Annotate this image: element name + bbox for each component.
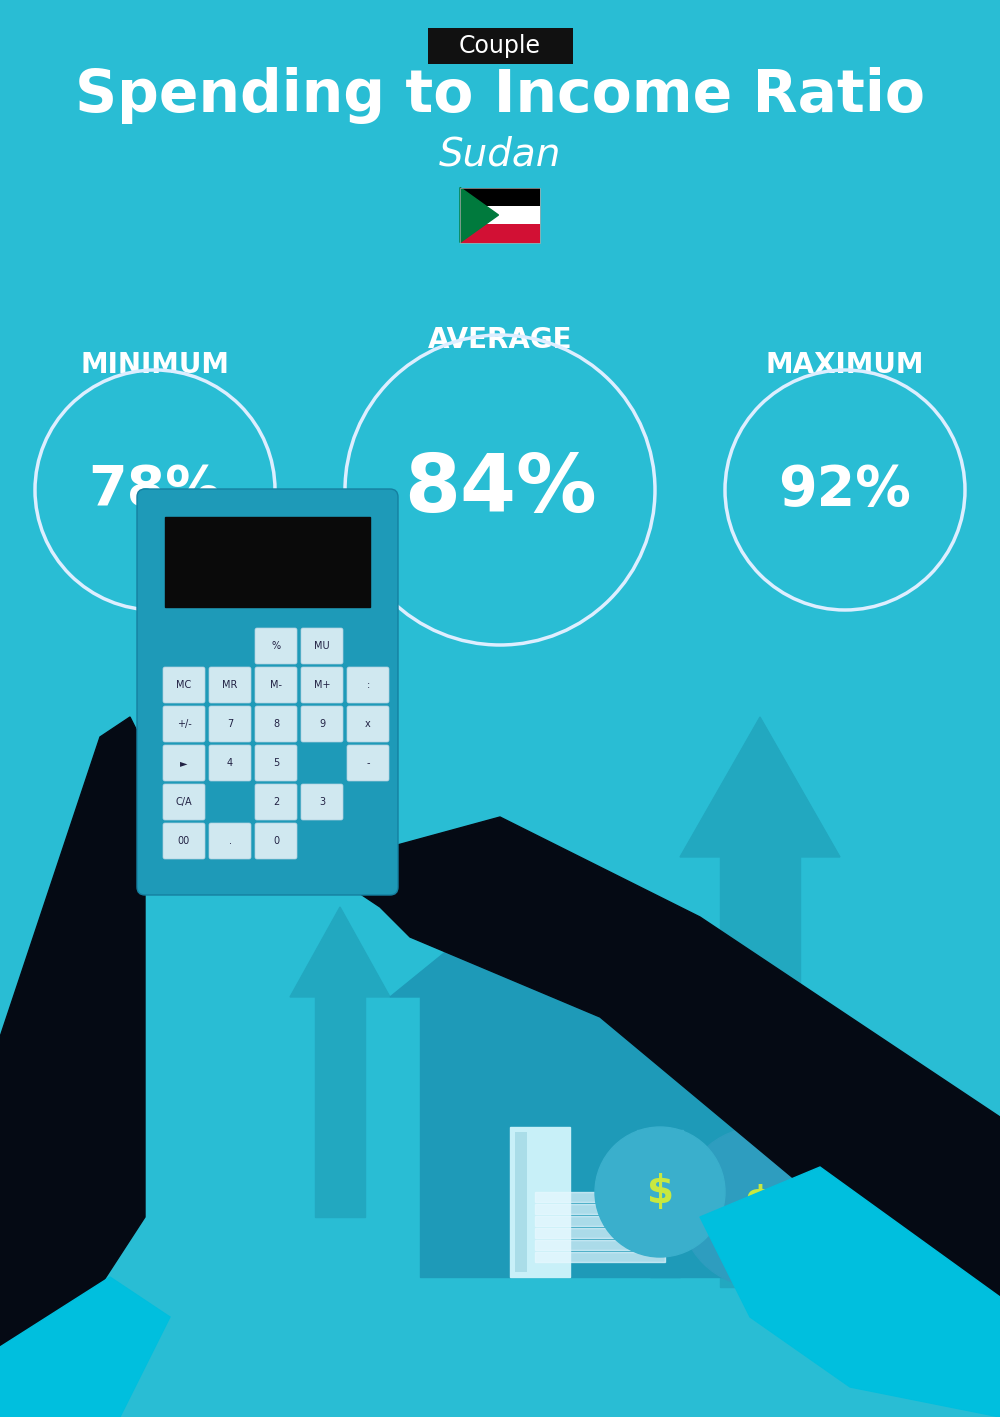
Circle shape bbox=[595, 1127, 725, 1257]
Text: Sudan: Sudan bbox=[439, 136, 561, 174]
FancyBboxPatch shape bbox=[137, 489, 398, 896]
Polygon shape bbox=[630, 1057, 790, 1136]
Text: :: : bbox=[366, 680, 370, 690]
Polygon shape bbox=[535, 1253, 665, 1263]
Text: AVERAGE: AVERAGE bbox=[428, 326, 572, 354]
Text: M+: M+ bbox=[314, 680, 330, 690]
FancyBboxPatch shape bbox=[163, 823, 205, 859]
Polygon shape bbox=[390, 867, 710, 998]
Polygon shape bbox=[700, 1168, 1000, 1417]
FancyBboxPatch shape bbox=[347, 706, 389, 743]
Text: 0: 0 bbox=[273, 836, 279, 846]
Text: 84%: 84% bbox=[404, 451, 596, 529]
Polygon shape bbox=[515, 1132, 525, 1272]
Text: MR: MR bbox=[222, 680, 238, 690]
Text: 00: 00 bbox=[178, 836, 190, 846]
Polygon shape bbox=[732, 1131, 788, 1151]
Polygon shape bbox=[350, 818, 1000, 1417]
FancyBboxPatch shape bbox=[255, 667, 297, 703]
FancyBboxPatch shape bbox=[428, 28, 572, 64]
Text: MAXIMUM: MAXIMUM bbox=[766, 351, 924, 378]
FancyBboxPatch shape bbox=[347, 745, 389, 781]
Text: 8: 8 bbox=[273, 718, 279, 728]
Bar bbox=[460, 205, 540, 224]
Bar bbox=[460, 224, 540, 242]
Text: %: % bbox=[271, 640, 281, 650]
Text: $: $ bbox=[646, 1173, 674, 1212]
Circle shape bbox=[680, 1127, 840, 1287]
Text: Spending to Income Ratio: Spending to Income Ratio bbox=[75, 67, 925, 123]
Polygon shape bbox=[680, 717, 840, 857]
Polygon shape bbox=[535, 1216, 665, 1226]
FancyBboxPatch shape bbox=[163, 745, 205, 781]
Text: 78%: 78% bbox=[89, 463, 221, 517]
Polygon shape bbox=[145, 497, 390, 887]
Text: x: x bbox=[365, 718, 371, 728]
FancyBboxPatch shape bbox=[301, 706, 343, 743]
FancyBboxPatch shape bbox=[163, 784, 205, 820]
Text: MC: MC bbox=[176, 680, 192, 690]
FancyBboxPatch shape bbox=[301, 784, 343, 820]
FancyBboxPatch shape bbox=[347, 667, 389, 703]
Bar bbox=[460, 187, 540, 242]
Text: .: . bbox=[228, 836, 232, 846]
FancyBboxPatch shape bbox=[209, 823, 251, 859]
FancyBboxPatch shape bbox=[255, 628, 297, 665]
Text: MINIMUM: MINIMUM bbox=[80, 351, 230, 378]
Polygon shape bbox=[0, 1277, 170, 1417]
Text: 4: 4 bbox=[227, 758, 233, 768]
FancyBboxPatch shape bbox=[255, 706, 297, 743]
Polygon shape bbox=[290, 907, 390, 998]
Text: Couple: Couple bbox=[459, 34, 541, 58]
FancyBboxPatch shape bbox=[255, 745, 297, 781]
Polygon shape bbox=[460, 187, 498, 242]
Polygon shape bbox=[535, 1229, 665, 1238]
Text: 2: 2 bbox=[273, 796, 279, 808]
Text: 9: 9 bbox=[319, 718, 325, 728]
Text: 5: 5 bbox=[273, 758, 279, 768]
Polygon shape bbox=[535, 1204, 665, 1214]
Text: 3: 3 bbox=[319, 796, 325, 808]
Text: -: - bbox=[366, 758, 370, 768]
Text: C/A: C/A bbox=[176, 796, 192, 808]
Text: $: $ bbox=[744, 1185, 776, 1230]
Text: +/-: +/- bbox=[177, 718, 191, 728]
FancyBboxPatch shape bbox=[209, 706, 251, 743]
Bar bbox=[460, 187, 540, 205]
Polygon shape bbox=[165, 517, 370, 606]
FancyBboxPatch shape bbox=[255, 823, 297, 859]
Polygon shape bbox=[720, 857, 800, 1287]
Text: 92%: 92% bbox=[779, 463, 911, 517]
FancyBboxPatch shape bbox=[209, 745, 251, 781]
Polygon shape bbox=[0, 717, 155, 1417]
FancyBboxPatch shape bbox=[209, 667, 251, 703]
FancyBboxPatch shape bbox=[163, 667, 205, 703]
Polygon shape bbox=[637, 1131, 683, 1146]
Text: MU: MU bbox=[314, 640, 330, 650]
Polygon shape bbox=[535, 1240, 665, 1250]
Polygon shape bbox=[650, 1136, 770, 1277]
Polygon shape bbox=[420, 998, 680, 1277]
FancyBboxPatch shape bbox=[255, 784, 297, 820]
FancyBboxPatch shape bbox=[163, 706, 205, 743]
Polygon shape bbox=[510, 1127, 570, 1277]
Text: ►: ► bbox=[180, 758, 188, 768]
FancyBboxPatch shape bbox=[301, 667, 343, 703]
Text: 7: 7 bbox=[227, 718, 233, 728]
Polygon shape bbox=[517, 1132, 527, 1272]
Text: M-: M- bbox=[270, 680, 282, 690]
FancyBboxPatch shape bbox=[301, 628, 343, 665]
Polygon shape bbox=[315, 998, 365, 1217]
Polygon shape bbox=[535, 1192, 665, 1202]
Polygon shape bbox=[580, 937, 620, 998]
